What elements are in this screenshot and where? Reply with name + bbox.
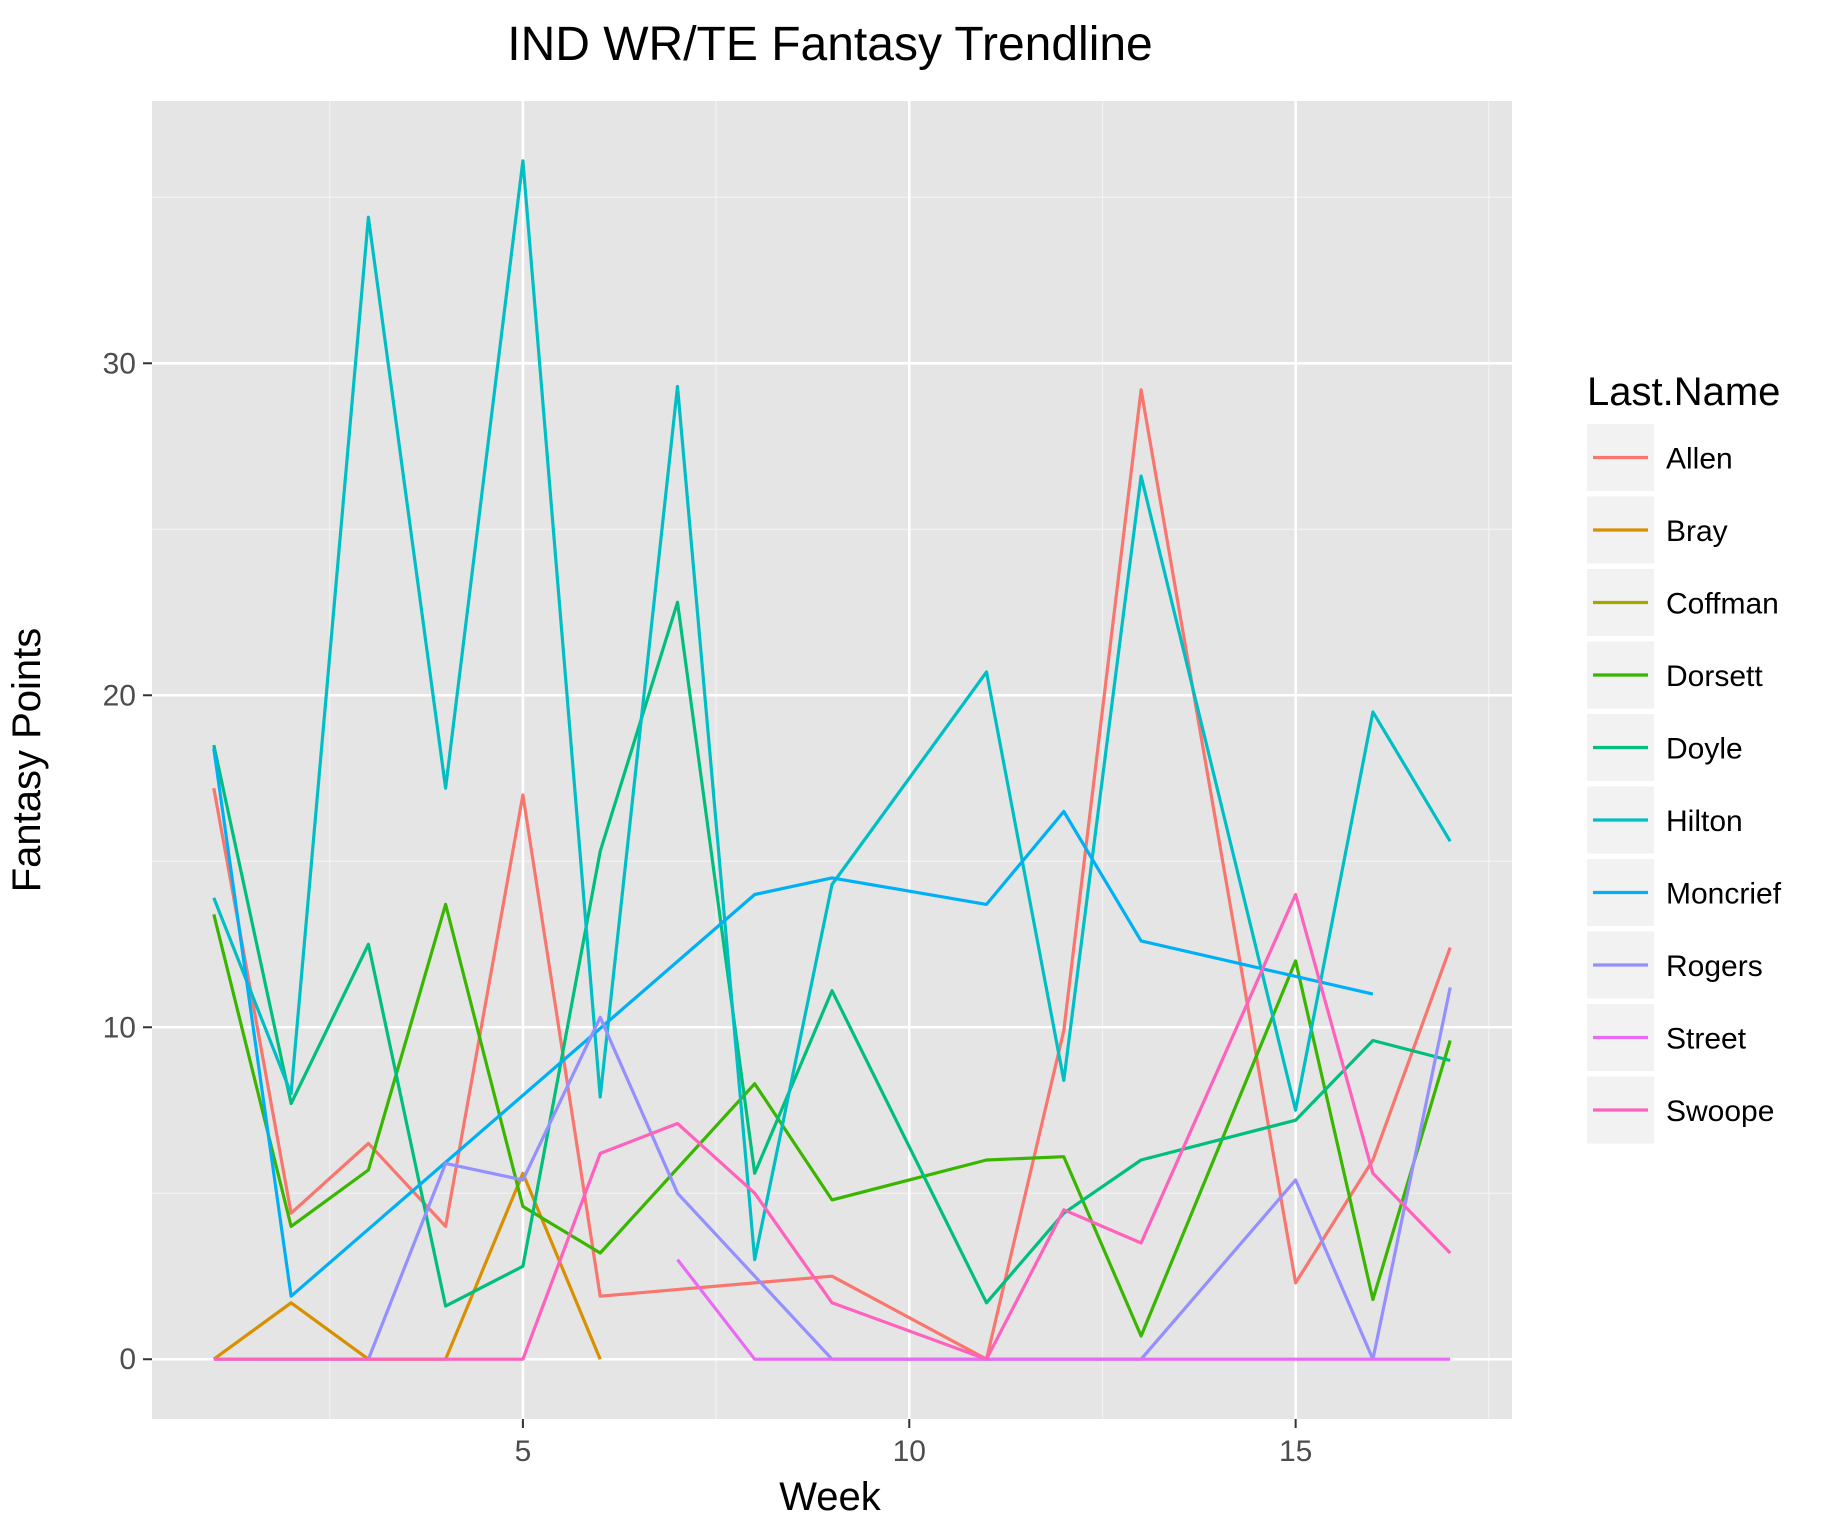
legend-item-coffman: Coffman [1587,569,1779,636]
series-line-hilton [212,159,1452,1262]
series-line-rogers [213,987,1452,1361]
series-line-doyle [212,600,1451,1308]
legend-item-dorsett: Dorsett [1587,641,1763,709]
x-axis-title: Week [779,1475,882,1519]
x-tick-label: 10 [893,1435,926,1468]
legend-label: Coffman [1666,588,1779,621]
series-line-moncrief [212,748,1374,1298]
legend-label: Doyle [1666,733,1743,766]
x-tick-label: 5 [515,1435,532,1468]
legend-item-rogers: Rogers [1587,931,1763,999]
y-tick-label: 10 [103,1011,136,1044]
x-tick-label: 15 [1279,1435,1312,1468]
legend-item-moncrief: Moncrief [1587,859,1782,926]
legend: Last.Name Allen Bray Coffman Dorsett Doyle Hi… [1587,370,1782,1144]
series-line-allen [212,388,1452,1361]
plot-panel [152,101,1512,1419]
series-line-dorsett [212,902,1452,1338]
legend-label: Moncrief [1666,878,1782,911]
series-line-swoope [213,892,1452,1361]
legend-items: Allen Bray Coffman Dorsett Doyle Hilton Moncri… [1587,424,1782,1144]
legend-label: Allen [1666,443,1733,476]
legend-item-bray: Bray [1587,496,1728,564]
legend-label: Hilton [1666,805,1743,838]
legend-item-allen: Allen [1587,424,1733,491]
axis-ticks: 5 10 15 0 10 20 30 [103,347,1313,1468]
y-tick-label: 0 [119,1343,136,1376]
legend-label: Street [1666,1023,1747,1056]
y-tick-label: 20 [103,679,136,712]
legend-label: Rogers [1666,950,1763,983]
legend-item-swoope: Swoope [1587,1076,1774,1144]
series-lines [212,159,1452,1361]
series-line-street [676,1258,1451,1361]
legend-item-street: Street [1587,1004,1747,1071]
legend-item-doyle: Doyle [1587,714,1743,781]
legend-item-hilton: Hilton [1587,786,1743,854]
legend-label: Swoope [1666,1095,1774,1128]
chart-title: IND WR/TE Fantasy Trendline [507,18,1153,71]
legend-label: Dorsett [1666,660,1763,693]
legend-title: Last.Name [1587,370,1780,414]
legend-label: Bray [1666,515,1728,548]
y-tick-label: 30 [103,347,136,380]
y-axis-title: Fantasy Points [5,628,49,893]
